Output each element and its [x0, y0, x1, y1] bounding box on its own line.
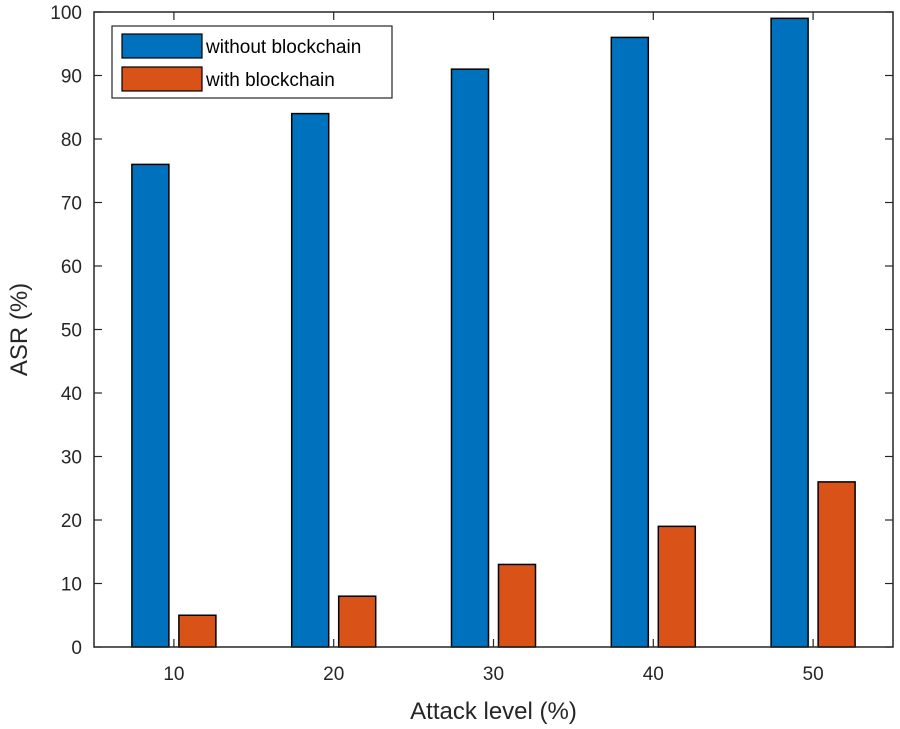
x-tick-label: 50 [803, 664, 824, 685]
y-tick-label: 70 [61, 194, 82, 215]
legend-label-with-blockchain: with blockchain [205, 70, 335, 91]
y-axis-label: ASR (%) [6, 283, 33, 376]
bar-without-blockchain-30 [450, 68, 490, 648]
legend-label-without-blockchain: without blockchain [205, 37, 361, 58]
bar-without-blockchain-50 [770, 17, 809, 648]
y-tick-label: 0 [71, 638, 82, 659]
bar-without-blockchain-10 [131, 163, 170, 648]
ticks-group: 0 10 20 30 40 50 60 70 80 90 100 10 20 30 40 50 [50, 3, 893, 685]
bar-with-blockchain-20 [337, 595, 377, 648]
bar-with-blockchain-50 [817, 481, 856, 648]
x-tick-label: 20 [323, 664, 344, 685]
y-tick-label: 30 [61, 448, 82, 469]
y-tick-label: 100 [50, 3, 82, 24]
y-tick-label: 90 [61, 67, 82, 88]
legend-swatch-with-blockchain [121, 66, 203, 92]
bar-with-blockchain-40 [657, 525, 697, 648]
y-tick-label: 40 [61, 384, 82, 405]
plot-frame [93, 11, 894, 648]
x-tick-label: 10 [163, 664, 184, 685]
x-tick-label: 30 [483, 664, 504, 685]
bar-without-blockchain-20 [290, 112, 330, 648]
legend-swatch-without-blockchain [121, 33, 203, 59]
y-tick-label: 80 [61, 130, 82, 151]
y-tick-label: 20 [61, 511, 82, 532]
bar-with-blockchain-10 [178, 614, 217, 648]
x-axis-label: Attack level (%) [410, 698, 577, 725]
bar-with-blockchain-30 [497, 563, 537, 648]
y-tick-label: 10 [61, 575, 82, 596]
x-tick-label: 40 [643, 664, 664, 685]
y-tick-label: 50 [61, 321, 82, 342]
bars-group [131, 17, 856, 648]
legend: without blockchain with blockchain [111, 25, 393, 99]
y-tick-label: 60 [61, 257, 82, 278]
bar-without-blockchain-40 [610, 36, 650, 648]
